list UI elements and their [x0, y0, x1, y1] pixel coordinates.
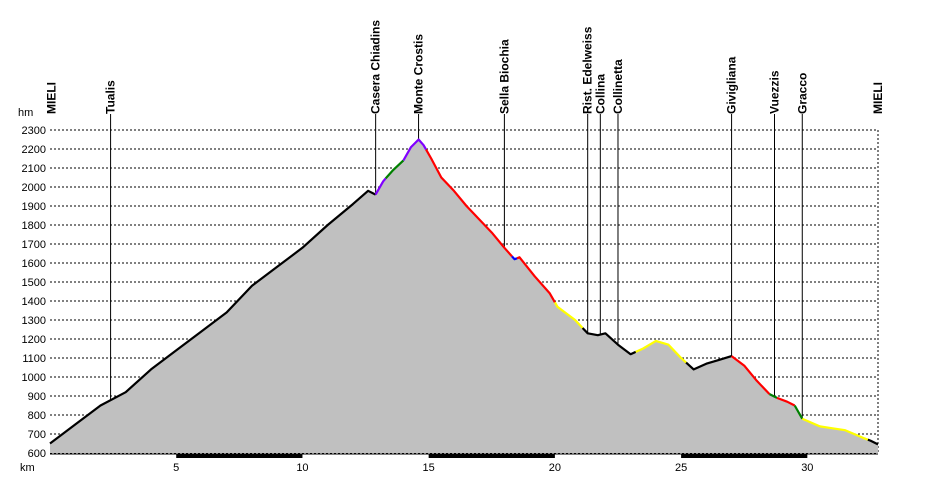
waypoint-label: Gracco: [795, 73, 809, 114]
y-tick-label: 800: [28, 410, 46, 422]
profile-segment-yellow: [553, 301, 584, 329]
profile-segment-green: [384, 159, 405, 180]
profile-area: [50, 139, 878, 453]
x-tick-label: 10: [296, 462, 308, 474]
y-tick-label: 600: [28, 448, 46, 460]
profile-segment-red: [776, 396, 796, 407]
y-tick-label: 1100: [22, 353, 46, 365]
profile-segment-green: [769, 393, 778, 399]
x-tick-label: 20: [549, 462, 561, 474]
y-tick-label: 1700: [22, 239, 46, 251]
x-tick-label: 25: [675, 462, 687, 474]
profile-segment-red: [516, 256, 556, 303]
waypoint-label: Rist. Edelweiss: [581, 26, 595, 114]
y-tick-label: 1500: [22, 277, 46, 289]
profile-fill: [50, 139, 878, 453]
waypoint-markers: MIELI Tualis Casera Chiadins Monte Crostis S…: [44, 20, 885, 419]
profile-segment-yellow: [801, 417, 869, 441]
scale-bar-segment: [176, 454, 303, 458]
scale-bar-segment: [428, 454, 555, 458]
profile-segment-red: [425, 149, 513, 258]
x-tick-label: 30: [801, 462, 813, 474]
waypoint-label: Givigliana: [725, 56, 739, 114]
waypoint-label: MIELI: [871, 82, 885, 114]
waypoint-label: Sella Biochia: [497, 39, 511, 114]
scale-bar-segment: [681, 454, 808, 458]
profile-segment-black: [49, 189, 377, 445]
profile-segment-purple: [374, 177, 387, 196]
y-tick-label: 1600: [22, 258, 46, 270]
profile-segment-purple: [402, 138, 428, 161]
y-tick-label: 900: [28, 391, 46, 403]
profile-segment-black: [867, 438, 879, 446]
profile-segment-black: [685, 355, 732, 371]
x-tick-label: 15: [423, 462, 435, 474]
waypoint-label: Collina: [593, 74, 607, 114]
profile-segment-green: [793, 404, 804, 420]
y-tick-label: 2300: [22, 125, 46, 137]
profile-segment-black: [581, 327, 637, 356]
y-tick-label: 2200: [22, 144, 46, 156]
axes: 600 700 800 900 1000 1100 1200 1300 1400 1500 1600…: [22, 125, 878, 474]
y-tick-label: 1200: [22, 334, 46, 346]
waypoint-label: Collinetta: [611, 59, 625, 114]
y-axis-unit-label: hm: [18, 107, 33, 119]
y-tick-label: 2100: [22, 163, 46, 175]
profile-segment-yellow: [635, 339, 687, 364]
y-tick-label: 1300: [22, 315, 46, 327]
profile-segment-blue: [511, 255, 518, 261]
x-axis-unit-label: km: [20, 462, 35, 474]
waypoint-label: MIELI: [44, 82, 58, 114]
y-tick-label: 700: [28, 429, 46, 441]
y-tick-label: 1800: [22, 220, 46, 232]
profile-line-segments: [49, 138, 879, 446]
y-tick-label: 1400: [22, 296, 46, 308]
y-tick-label: 1900: [22, 201, 46, 213]
y-tick-label: 2000: [22, 182, 46, 194]
waypoint-label: Monte Crostis: [412, 34, 426, 114]
waypoint-label: Casera Chiadins: [369, 20, 383, 114]
waypoint-label: Tualis: [104, 80, 118, 114]
profile-segment-red: [730, 355, 771, 395]
y-tick-label: 1000: [22, 372, 46, 384]
waypoint-label: Vuezzis: [768, 70, 782, 114]
x-tick-label: 5: [173, 462, 179, 474]
